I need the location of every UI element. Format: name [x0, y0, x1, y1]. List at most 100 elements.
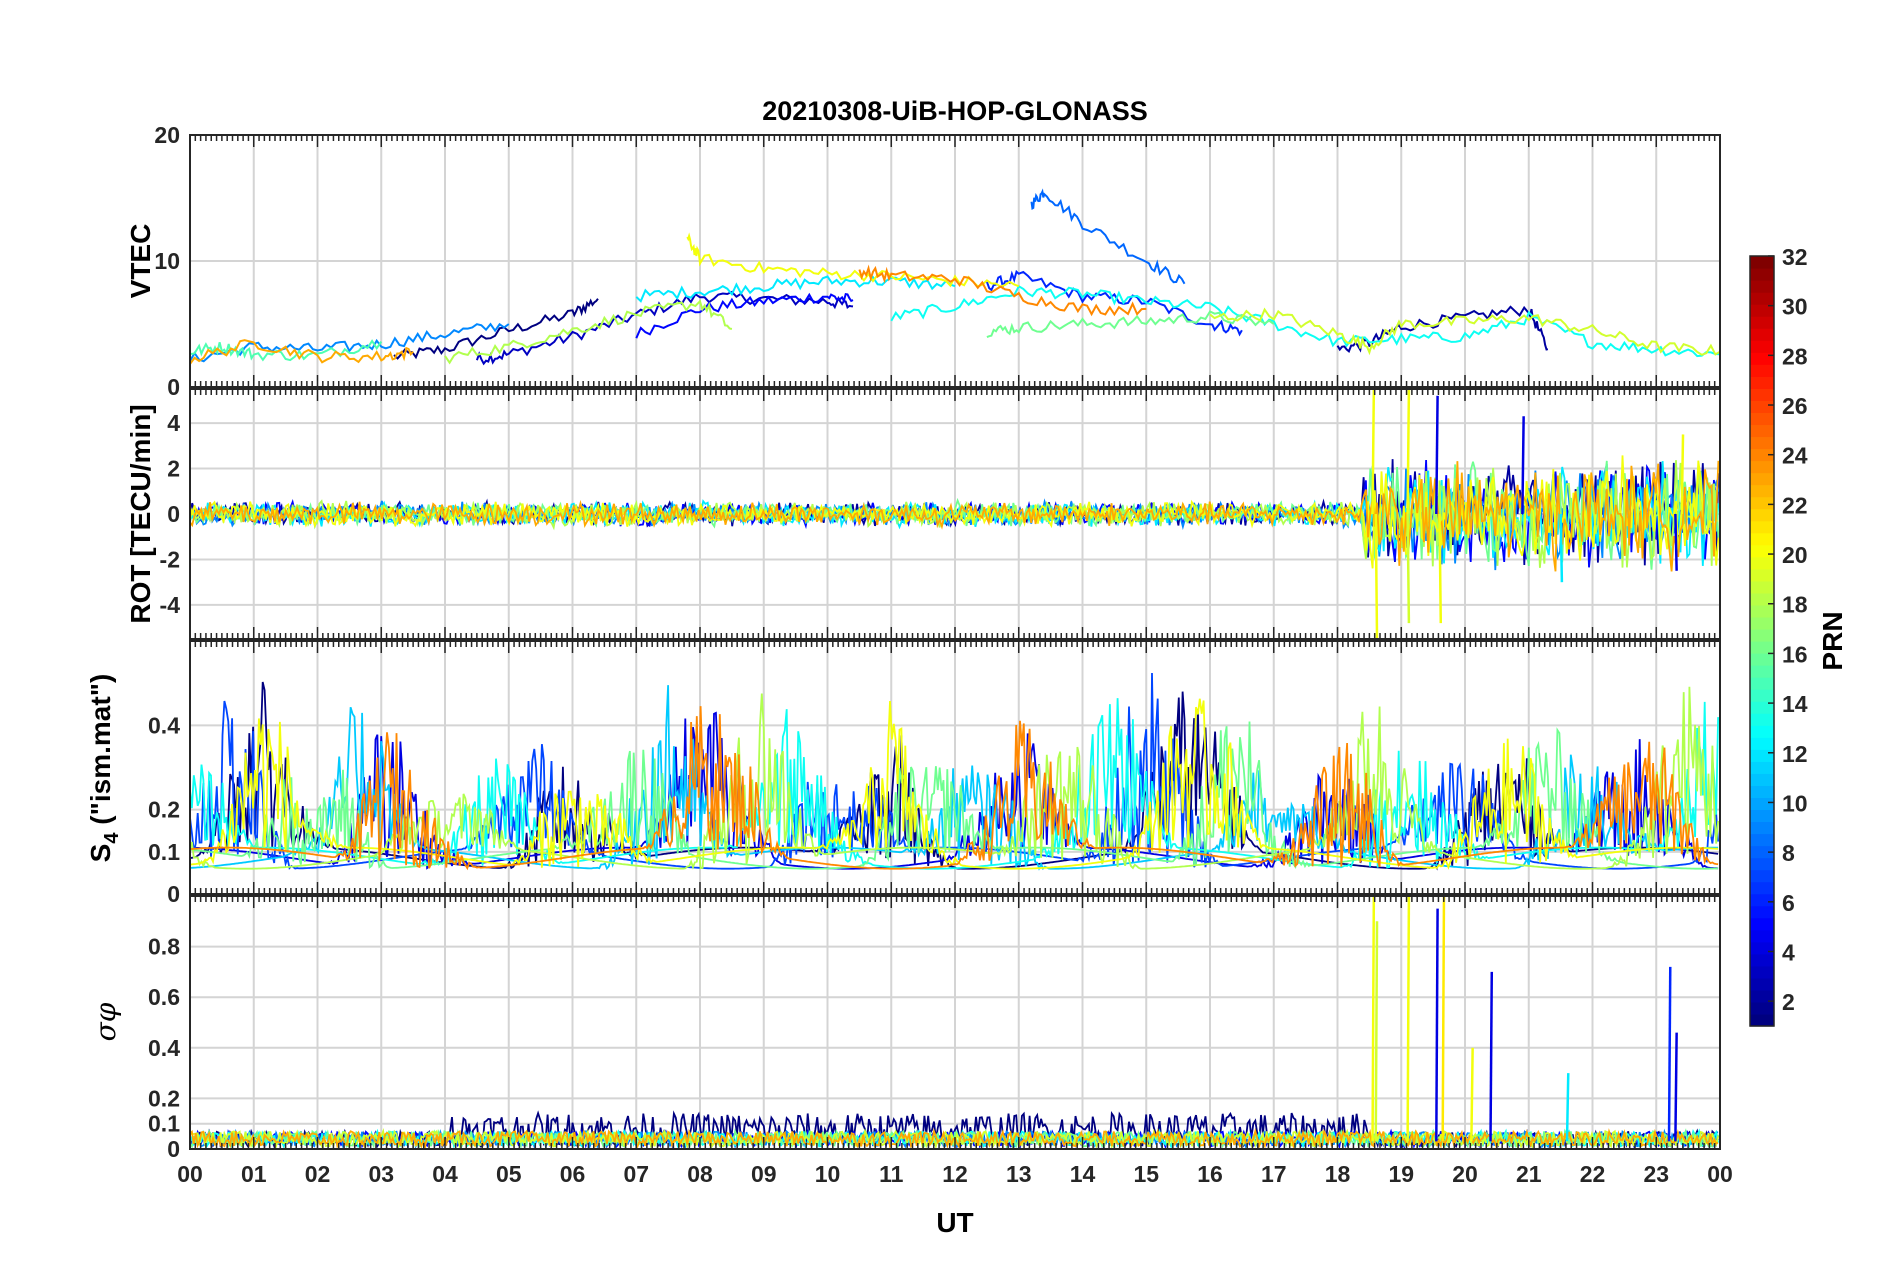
x-tick-label: 22: [1580, 1161, 1606, 1187]
panel-vtec-grid: [190, 135, 1720, 387]
colorbar-segment: [1750, 965, 1774, 979]
panel-sigma-ylabel: σφ: [89, 1002, 122, 1041]
y-tick-label: -2: [160, 546, 180, 572]
colorbar-tick-label: 4: [1782, 939, 1795, 965]
colorbar-segment: [1750, 400, 1774, 414]
y-tick-label: 0: [167, 501, 180, 527]
colorbar-tick-label: 18: [1782, 592, 1808, 618]
vtec-series-prn-24: [858, 264, 1147, 317]
spike-prn-20: [1371, 896, 1376, 1142]
colorbar-segment: [1750, 304, 1774, 317]
colorbar-segment: [1750, 641, 1774, 654]
x-tick-label: 00: [177, 1161, 203, 1187]
colorbar-segment: [1750, 580, 1774, 594]
colorbar-segment: [1750, 737, 1774, 750]
panel-rot-frame: [189, 388, 1721, 640]
spike-prn-4: [1521, 416, 1525, 515]
colorbar-segment: [1750, 821, 1774, 835]
colorbar-tick-label: 24: [1782, 443, 1808, 469]
spike-prn-20: [1406, 389, 1411, 515]
colorbar-tick-label: 30: [1782, 294, 1808, 320]
y-tick-label: 0.8: [148, 934, 180, 960]
x-tick-label: 16: [1197, 1161, 1223, 1187]
panel-s4-frame: [189, 640, 1721, 895]
colorbar-tick-label: 28: [1782, 343, 1808, 369]
x-tick-label: 21: [1516, 1161, 1542, 1187]
colorbar-segment: [1750, 520, 1774, 534]
x-tick-label: 01: [241, 1161, 267, 1187]
panel-sigma-grid: [190, 896, 1720, 1149]
y-tick-label: 0.4: [148, 712, 180, 738]
colorbar-tick-label: 22: [1782, 492, 1808, 518]
vtec-series-prn-13: [890, 284, 1720, 358]
panel-s4: 0 0.1 0.2 0.4 S4 ("ism.mat"): [85, 640, 1721, 907]
s4-series-prn-16: [190, 721, 1719, 870]
x-tick-label: 20: [1452, 1161, 1478, 1187]
y-tick-label: 0.1: [148, 839, 180, 865]
colorbar-segment: [1750, 472, 1774, 486]
colorbar-segment: [1750, 761, 1774, 774]
panel-rot-series: [190, 389, 1720, 639]
y-tick-label: 0: [167, 881, 180, 907]
colorbar-segment: [1750, 280, 1774, 293]
colorbar-segment: [1750, 412, 1774, 426]
colorbar-segment: [1750, 568, 1774, 582]
colorbar-segment: [1750, 893, 1774, 907]
panel-s4-ylabel: S4 ("ism.mat"): [85, 674, 123, 863]
y-tick-label: 0.2: [148, 1085, 180, 1111]
colorbar-segment: [1750, 1001, 1774, 1015]
panel-rot-y-ticks: -4 -2 0 2 4: [160, 410, 181, 618]
spike-prn-20: [1680, 434, 1685, 515]
vtec-series-prn-19: [1209, 307, 1720, 356]
spike-prn-4: [1435, 395, 1439, 515]
colorbar-segment: [1750, 460, 1774, 474]
x-tick-label: 12: [942, 1161, 968, 1187]
panel-sigma: 00.10.2 0.4 0.6 0.8 σφ: [89, 895, 1721, 1162]
colorbar-tick-label: 6: [1782, 890, 1795, 916]
colorbar-segment: [1750, 881, 1774, 895]
y-tick-label: 0.1: [148, 1111, 180, 1137]
colorbar-segment: [1750, 977, 1774, 991]
y-tick-label: 4: [167, 410, 180, 436]
colorbar-segment: [1750, 833, 1774, 847]
spike-prn-20: [1438, 513, 1443, 624]
spike-prn-20: [1371, 389, 1376, 515]
vtec-series-prn-18: [444, 299, 733, 365]
colorbar-tick-label: 32: [1782, 244, 1808, 270]
colorbar-segment: [1750, 665, 1774, 678]
y-tick-label: 2: [167, 456, 180, 482]
x-tick-label: 23: [1643, 1161, 1669, 1187]
spike-prn-21: [1441, 896, 1446, 1142]
panel-s4-ylabel-rest: ("ism.mat"): [85, 674, 116, 833]
colorbar-segment: [1750, 917, 1774, 931]
colorbar-segment: [1750, 316, 1774, 329]
y-tick-label: 10: [154, 248, 180, 274]
x-tick-label: 11: [879, 1161, 904, 1187]
y-tick-label: 0: [167, 374, 180, 400]
colorbar-tick-label: 12: [1782, 741, 1808, 767]
colorbar-segment: [1750, 713, 1774, 726]
colorbar-segment: [1750, 544, 1774, 558]
x-tick-label: 06: [560, 1161, 586, 1187]
colorbar-segment: [1750, 677, 1774, 690]
colorbar-segment: [1750, 857, 1774, 871]
colorbar-segment: [1750, 532, 1774, 546]
spike-prn-20: [1374, 513, 1379, 639]
colorbar-segment: [1750, 845, 1774, 859]
s4-series-prn-24: [190, 706, 1719, 871]
x-tick-label: 13: [1006, 1161, 1032, 1187]
colorbar-label: PRN: [1817, 611, 1848, 670]
panel-vtec-series: [190, 188, 1720, 366]
spike-prn-20: [1470, 1047, 1474, 1142]
colorbar-segment: [1750, 340, 1774, 353]
panel-vtec-y-ticks: 0 10 20: [154, 122, 180, 400]
vtec-series-prn-2: [1336, 305, 1549, 353]
vtec-series-prn-12: [635, 275, 956, 303]
x-tick-label: 10: [815, 1161, 841, 1187]
y-tick-label: 0.2: [148, 797, 180, 823]
x-tick-label: 00: [1707, 1161, 1733, 1187]
colorbar-segment: [1750, 616, 1774, 630]
vtec-series-prn-6: [985, 269, 1243, 337]
colorbar-segment: [1750, 484, 1774, 498]
